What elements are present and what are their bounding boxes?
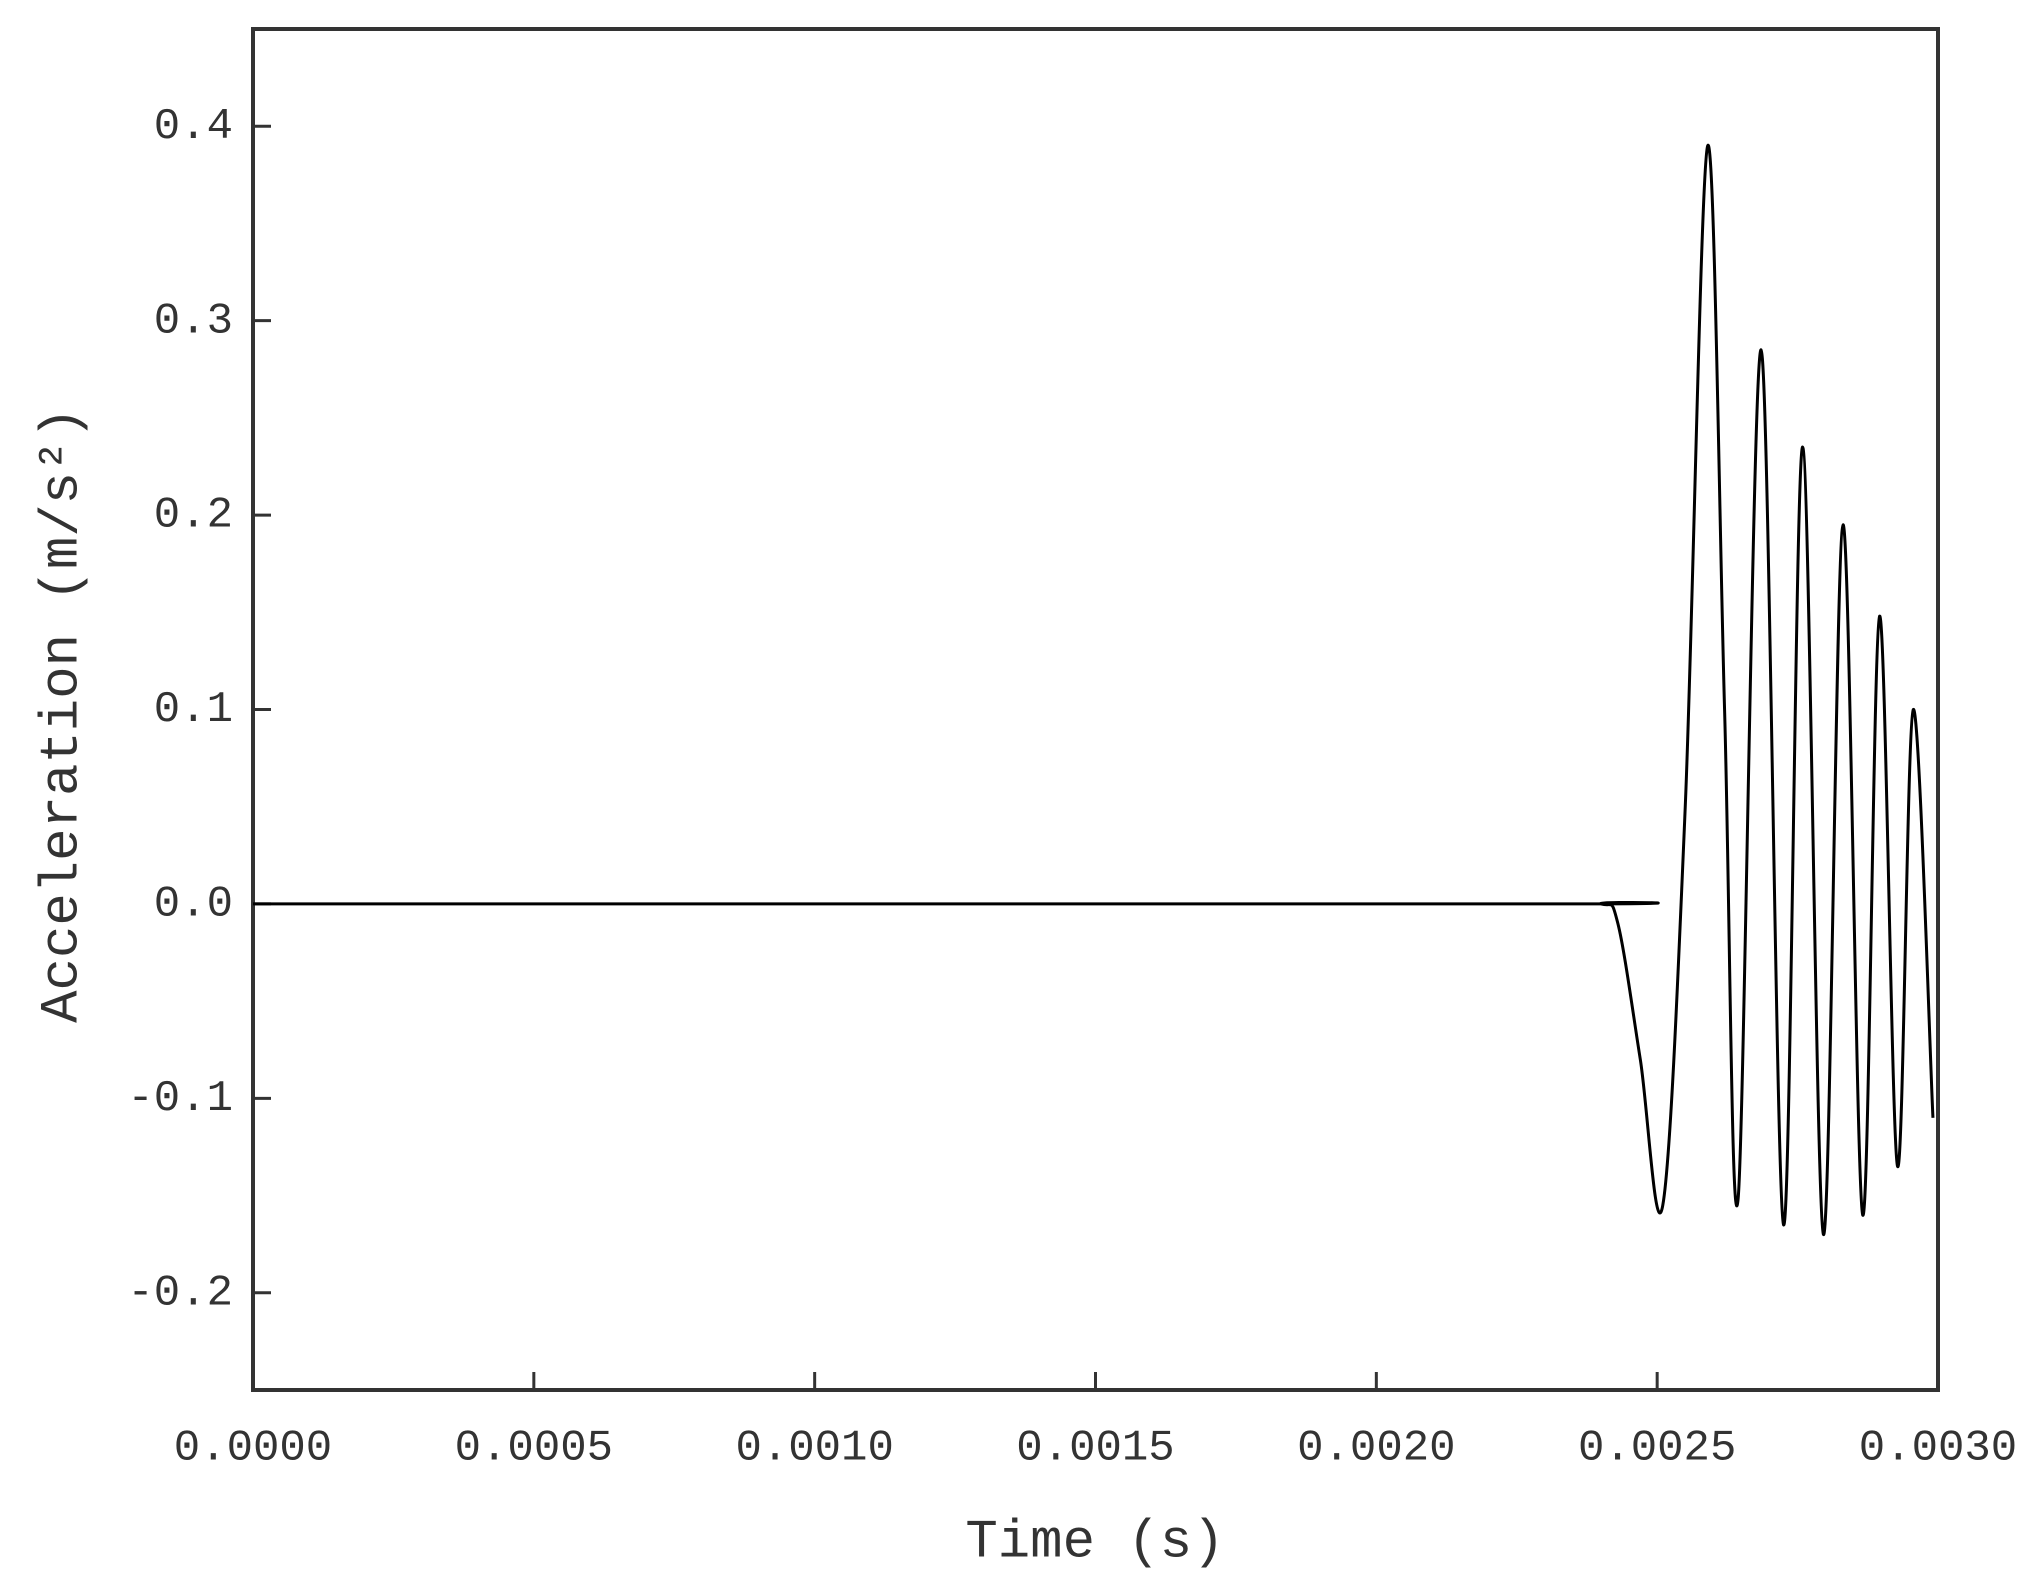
x-tick-label: 0.0010 [735,1424,893,1474]
x-tick-label: 0.0000 [174,1424,332,1474]
y-tick-label: 0.2 [154,491,233,541]
data-line [253,144,1935,1236]
x-tick-label: 0.0030 [1859,1424,2017,1474]
plot-frame [251,27,1940,1392]
x-tick-label: 0.0020 [1297,1424,1455,1474]
y-axis-label: Acceleration (m/s²) [32,407,93,1023]
x-tick-label: 0.0025 [1578,1424,1736,1474]
y-tick-label: -0.2 [127,1268,233,1318]
y-tick-label: -0.1 [127,1074,233,1124]
y-tick-label: 0.0 [154,880,233,930]
x-axis-label: Time (s) [965,1512,1224,1573]
y-tick-label: 0.1 [154,685,233,735]
x-tick-label: 0.0005 [455,1424,613,1474]
x-tick-label: 0.0015 [1016,1424,1174,1474]
y-tick-label: 0.4 [154,102,233,152]
y-tick-label: 0.3 [154,296,233,346]
